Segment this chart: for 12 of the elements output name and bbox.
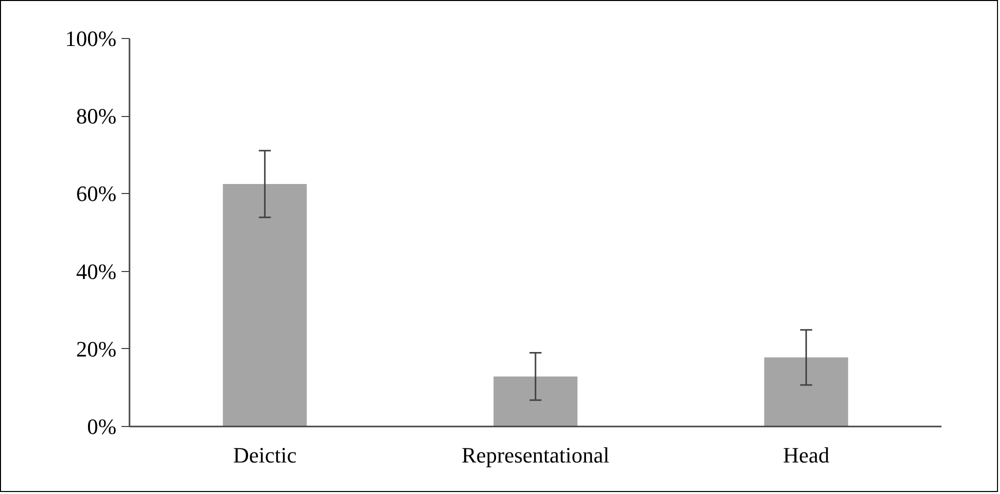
y-tick-label: 20% [76,336,116,362]
y-tick-label: 60% [76,181,116,206]
x-tick-label: Head [782,442,830,468]
x-tick-label: Deictic [233,442,297,468]
x-tick-label: Representational [462,442,610,468]
bar [494,376,578,426]
y-tick-label: 100% [65,26,116,51]
y-tick-label: 40% [76,258,116,284]
y-tick-label: 80% [76,104,116,129]
y-tick-label: 0% [87,414,116,439]
bar [764,357,848,426]
bar [222,184,307,426]
